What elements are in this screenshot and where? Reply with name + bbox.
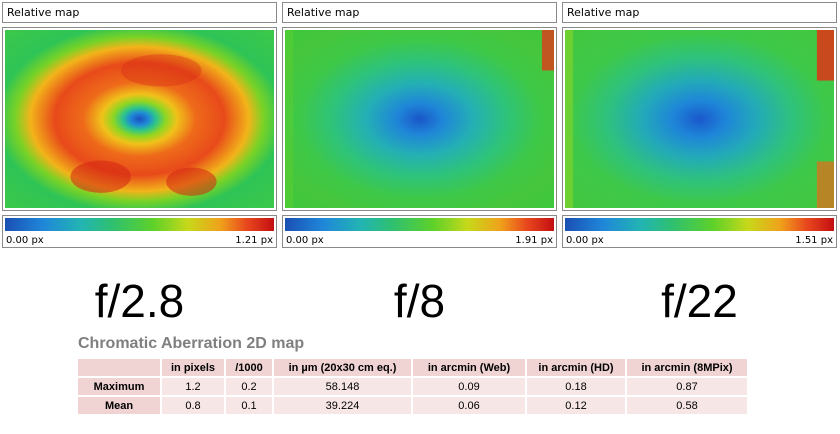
panel-title: Relative map — [282, 2, 557, 23]
color-scale: 0.00 px 1.51 px — [562, 215, 837, 248]
scale-max-label: 1.51 px — [795, 235, 833, 246]
map-frame — [562, 27, 837, 211]
table-cell: 0.1 — [226, 397, 272, 414]
table-header-microns: in µm (20x30 cm eq.) — [274, 359, 411, 376]
color-scale: 0.00 px 1.91 px — [282, 215, 557, 248]
fstop-label: f/2.8 — [94, 275, 185, 327]
table-header-pixels: in pixels — [162, 359, 224, 376]
fstop-label: f/22 — [661, 275, 738, 327]
relative-map-image — [565, 30, 834, 208]
map-frame — [282, 27, 557, 211]
ca-panel-f2-8: Relative map — [2, 2, 277, 248]
scale-min-label: 0.00 px — [286, 235, 324, 246]
panel-title: Relative map — [2, 2, 277, 23]
table-cell: 0.87 — [627, 378, 747, 395]
row-label: Maximum — [78, 378, 160, 395]
map-frame — [2, 27, 277, 211]
panel-title: Relative map — [562, 2, 837, 23]
ca-panel-f22: Relative map — [562, 2, 837, 248]
table-cell: 0.58 — [627, 397, 747, 414]
color-scale-bar — [565, 218, 834, 231]
table-header-arcmin-8mpix: in arcmin (8MPix) — [627, 359, 747, 376]
color-scale-bar — [285, 218, 554, 231]
table-header-row: in pixels /1000 in µm (20x30 cm eq.) in … — [78, 359, 747, 376]
table-cell: 0.06 — [413, 397, 525, 414]
table-cell: 0.2 — [226, 378, 272, 395]
color-scale-bar — [5, 218, 274, 231]
table-header-corner — [78, 359, 160, 376]
table-cell: 39.224 — [274, 397, 411, 414]
table-cell: 1.2 — [162, 378, 224, 395]
scale-min-label: 0.00 px — [566, 235, 604, 246]
table-cell: 0.18 — [527, 378, 625, 395]
row-label: Mean — [78, 397, 160, 414]
ca-panel-f8: Relative map — [282, 2, 557, 248]
scale-max-label: 1.91 px — [515, 235, 553, 246]
table-cell: 0.8 — [162, 397, 224, 414]
relative-map-image — [5, 30, 274, 208]
color-scale: 0.00 px 1.21 px — [2, 215, 277, 248]
table-title: Chromatic Aberration 2D map — [78, 335, 305, 352]
table-row: Maximum 1.2 0.2 58.148 0.09 0.18 0.87 — [78, 378, 747, 395]
table-header-per1000: /1000 — [226, 359, 272, 376]
chromatic-aberration-table: in pixels /1000 in µm (20x30 cm eq.) in … — [76, 357, 749, 416]
table-header-arcmin-web: in arcmin (Web) — [413, 359, 525, 376]
relative-map-image — [285, 30, 554, 208]
table-row: Mean 0.8 0.1 39.224 0.06 0.12 0.58 — [78, 397, 747, 414]
table-cell: 0.12 — [527, 397, 625, 414]
table-cell: 0.09 — [413, 378, 525, 395]
table-cell: 58.148 — [274, 378, 411, 395]
scale-max-label: 1.21 px — [235, 235, 273, 246]
scale-min-label: 0.00 px — [6, 235, 44, 246]
fstop-label: f/8 — [393, 275, 446, 327]
table-header-arcmin-hd: in arcmin (HD) — [527, 359, 625, 376]
